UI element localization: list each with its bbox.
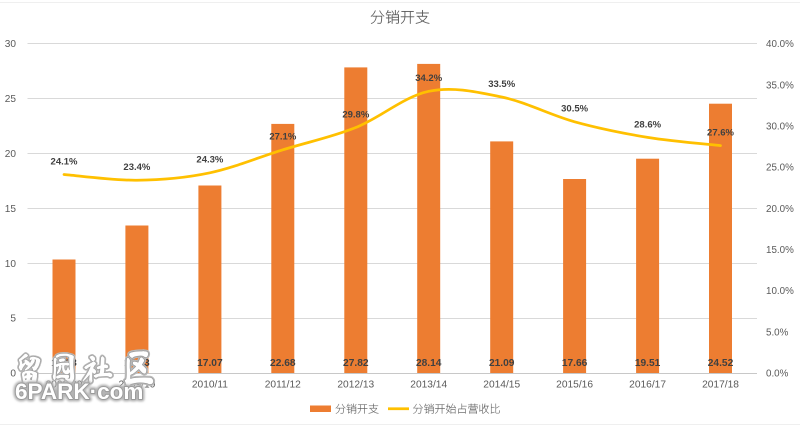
svg-text:30.5%: 30.5% [561,104,588,115]
svg-text:24.3%: 24.3% [196,155,223,166]
svg-text:2008/09: 2008/09 [46,380,83,391]
svg-text:2010/11: 2010/11 [192,380,228,391]
svg-text:2013/14: 2013/14 [410,380,447,391]
svg-text:34.2%: 34.2% [415,73,442,84]
svg-text:24.52: 24.52 [708,358,734,369]
svg-text:17.07: 17.07 [197,358,223,369]
svg-text:17.66: 17.66 [562,358,588,369]
svg-text:2016/17: 2016/17 [629,380,666,391]
svg-text:25.0%: 25.0% [766,163,794,174]
svg-text:5: 5 [10,314,16,325]
svg-text:27.82: 27.82 [343,358,369,369]
svg-text:6PARK·com: 6PARK·com [15,379,143,404]
svg-text:2015/16: 2015/16 [556,380,593,391]
svg-text:30: 30 [5,39,17,50]
svg-text:33.5%: 33.5% [488,79,515,90]
svg-text:29.8%: 29.8% [342,109,369,120]
svg-text:24.1%: 24.1% [51,156,78,167]
svg-text:2017/18: 2017/18 [702,380,739,391]
svg-text:2009/10: 2009/10 [118,380,155,391]
svg-text:28.6%: 28.6% [634,119,661,130]
svg-text:21.09: 21.09 [489,358,515,369]
svg-text:6PARK·com: 6PARK·com [15,379,143,404]
svg-text:30.0%: 30.0% [766,122,794,133]
svg-text:0: 0 [10,369,16,380]
svg-text:20: 20 [5,149,17,160]
svg-text:5.0%: 5.0% [766,327,789,338]
svg-text:19.51: 19.51 [635,358,661,369]
svg-text:28.14: 28.14 [416,358,442,369]
svg-text:25: 25 [5,94,17,105]
svg-text:2011/12: 2011/12 [265,380,301,391]
svg-text:27.6%: 27.6% [707,128,734,139]
svg-text:23.4%: 23.4% [123,162,150,173]
svg-text:10.0%: 10.0% [766,286,794,297]
svg-text:27.1%: 27.1% [269,132,296,143]
svg-text:2012/13: 2012/13 [337,380,374,391]
svg-text:10: 10 [5,259,17,270]
svg-text:15: 15 [5,204,17,215]
svg-text:0.0%: 0.0% [766,369,789,380]
svg-text:15.0%: 15.0% [766,245,794,256]
svg-text:40.0%: 40.0% [766,39,794,50]
svg-text:22.68: 22.68 [270,358,296,369]
svg-text:2014/15: 2014/15 [483,380,520,391]
svg-text:35.0%: 35.0% [766,80,794,91]
svg-text:6PARK·com: 6PARK·com [15,379,143,404]
svg-text:20.0%: 20.0% [766,204,794,215]
